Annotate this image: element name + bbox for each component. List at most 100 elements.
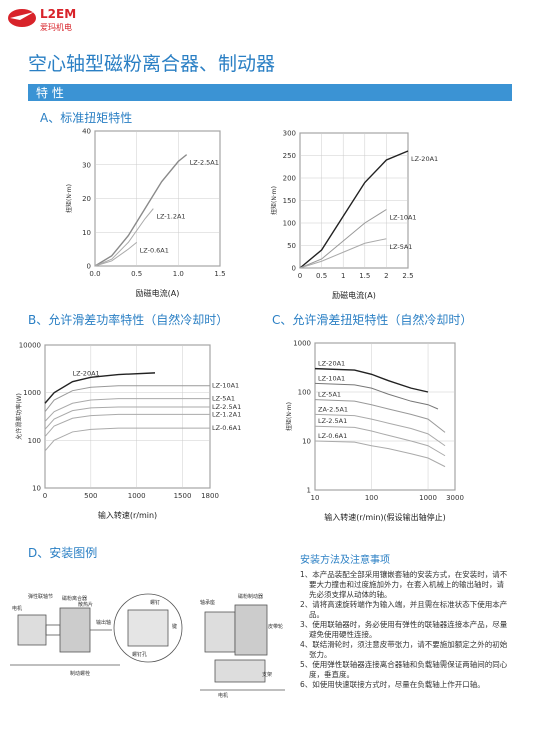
notes: 安装方法及注意事项 1、本产品装配全部采用镶嵌套轴的安装方式，在安装时，请不要大…: [300, 556, 510, 690]
x-tick-label: 1: [341, 272, 345, 280]
x-tick-label: 1000: [419, 494, 437, 502]
y-tick-label: 0: [87, 263, 91, 271]
y-tick-label: 1: [307, 487, 311, 495]
x-tick-label: 1000: [128, 492, 146, 500]
motor: [17, 614, 47, 646]
series-line: [94, 154, 188, 267]
y-tick-label: 40: [82, 128, 91, 136]
series-label: LZ-20A1: [73, 370, 100, 378]
heading-a: A、标准扭矩特性: [40, 111, 133, 125]
series-line: [44, 398, 210, 422]
x-tick-label: 0: [298, 272, 302, 280]
heading-c: C、允许滑差扭矩特性（自然冷却时）: [272, 313, 473, 327]
y-axis-label: 允许滑差功率(W): [15, 393, 23, 440]
diagram-label: 轴承座: [200, 599, 215, 606]
series-line: [299, 209, 387, 269]
y-tick-label: 1000: [293, 340, 311, 348]
note-item: 5、使用弹性联轴器连接离合器轴和负载轴需保证两轴间的同心度，垂直度。: [300, 660, 508, 679]
series-label: LZ-1.2A1: [156, 213, 185, 221]
series-label: LZ-20A1: [318, 360, 345, 368]
series-label: LZ-10A1: [318, 374, 345, 382]
x-tick-label: 10: [311, 494, 320, 502]
series-label: ZA-2.5A1: [318, 405, 348, 413]
x-tick-label: 0.0: [89, 270, 100, 278]
page-title: 空心轴型磁粉离合器、制动器: [28, 53, 275, 75]
plot-frame: [314, 342, 456, 491]
diagram-label: 散热片: [78, 601, 93, 608]
y-tick-label: 0: [292, 265, 296, 273]
series-line: [314, 382, 439, 410]
note-item: 3、使用联轴器时，务必使用有弹性的联轴器连接本产品，尽量避免使用硬性连接。: [300, 620, 508, 639]
y-tick-label: 30: [82, 161, 91, 169]
series-label: LZ-10A1: [212, 382, 239, 390]
install-diagram: [10, 593, 285, 691]
logo-swoosh: [10, 12, 34, 20]
heading-d: D、安装图例: [28, 546, 98, 560]
section-bar: [28, 84, 512, 101]
series-label: LZ-1.2A1: [212, 410, 241, 418]
x-tick-label: 2: [384, 272, 388, 280]
x-tick-label: 1.5: [359, 272, 370, 280]
series-label: LZ-20A1: [411, 155, 438, 163]
y-tick-label: 1000: [23, 389, 41, 397]
diagram-label: 螺钉孔: [132, 651, 147, 658]
series-label: LZ-0.6A1: [140, 246, 169, 254]
x-axis-label: 输入转速(r/min): [98, 510, 157, 520]
x-tick-label: 100: [365, 494, 378, 502]
x-axis-label: 励磁电流(A): [332, 290, 376, 300]
y-tick-label: 20: [82, 195, 91, 203]
x-tick-label: 1500: [174, 492, 192, 500]
y-tick-label: 10: [82, 229, 91, 237]
diagram-label: 皮带轮: [268, 623, 283, 630]
series-line: [314, 440, 446, 468]
x-tick-label: 0.5: [131, 270, 142, 278]
diagram-label: 磁粉离合器: [62, 595, 87, 602]
x-tick-label: 3000: [446, 494, 464, 502]
series-label: LZ-0.6A1: [212, 424, 241, 432]
series-label: LZ-5A1: [318, 391, 341, 399]
series-line: [44, 385, 210, 412]
y-tick-label: 50: [287, 242, 296, 250]
diagram-label: 支架: [262, 671, 272, 678]
series-label: LZ-5A1: [389, 243, 412, 251]
y-tick-label: 300: [283, 130, 296, 138]
series-line: [44, 413, 210, 437]
bearing-seat: [204, 611, 236, 653]
x-tick-label: 0: [43, 492, 47, 500]
diagram-label: 键: [172, 623, 177, 630]
y-tick-label: 10: [302, 438, 311, 446]
diagram-label: 磁粉制动器: [238, 593, 263, 600]
series-line: [299, 150, 409, 269]
series-label: LZ-10A1: [389, 214, 416, 222]
note-item: 6、如使用快速联接方式时，尽量在负载轴上作开口轴。: [300, 680, 485, 689]
y-tick-label: 100: [298, 389, 311, 397]
series-label: LZ-0.6A1: [318, 432, 347, 440]
series-line: [314, 399, 446, 433]
series-label: LZ-5A1: [212, 395, 235, 403]
diagram-label: 输出轴: [96, 619, 111, 626]
x-axis-label: 输入转速(r/min)(假设输出轴停止): [324, 512, 446, 522]
note-item: 4、联结滑轮时，须注意皮带张力，请不要施加额定之外的初始张力。: [300, 640, 508, 659]
y-axis-label: 扭矩(N·m): [65, 184, 73, 213]
diagram-label: 电机: [12, 605, 22, 612]
diagram-label: 螺钉: [150, 599, 160, 606]
clutch: [59, 607, 91, 653]
x-tick-label: 1.5: [214, 270, 225, 278]
series-line: [44, 427, 210, 452]
y-axis-label: 扭矩(N·m): [285, 402, 293, 431]
y-tick-label: 10000: [19, 342, 41, 350]
x-axis-label: 励磁电流(A): [136, 288, 180, 298]
series-label: LZ-2.5A1: [190, 159, 219, 167]
plot-frame: [44, 344, 211, 489]
y-tick-label: 200: [283, 175, 296, 183]
y-axis-label: 扭矩(N·m): [270, 186, 278, 215]
series-line: [94, 241, 137, 267]
series-line: [314, 413, 446, 447]
diagram-label: 制动螺栓: [70, 670, 90, 677]
heading-b: B、允许滑差功率特性（自然冷却时）: [28, 313, 229, 327]
y-tick-label: 100: [283, 220, 296, 228]
zoom-detail: [127, 609, 169, 647]
